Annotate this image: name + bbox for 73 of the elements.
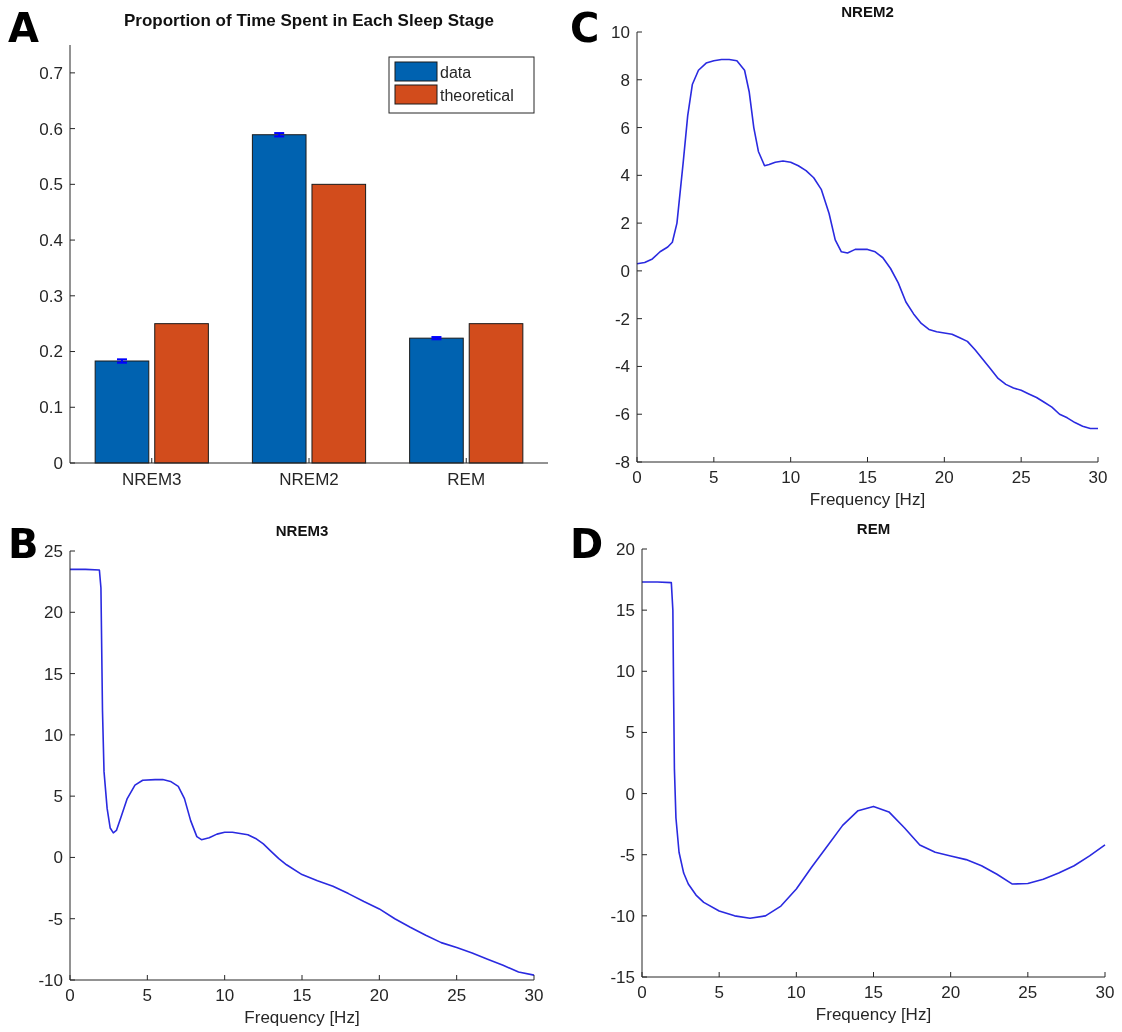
chart-title: NREM2 (841, 3, 894, 20)
line-series (641, 581, 1106, 920)
text: A (8, 5, 39, 51)
y-tick-label: 0.7 (39, 63, 63, 83)
y-tick-label: 0.6 (39, 119, 63, 139)
y-tick-label: 0.4 (39, 231, 63, 251)
chart-title: NREM3 (275, 522, 329, 539)
x-tick-label: 20 (369, 986, 389, 1005)
x-tick-label: 0 (637, 983, 647, 1002)
y-tick-label: -4 (614, 357, 630, 377)
x-tick-label: NREM2 (279, 470, 339, 489)
y-tick-label: 0.1 (39, 398, 63, 418)
x-tick-label: 30 (1095, 983, 1115, 1002)
x-tick-label: 20 (934, 468, 954, 487)
y-tick-label: 0.2 (39, 342, 63, 362)
y-tick-label: -5 (47, 909, 63, 929)
x-tick-label: 5 (714, 983, 724, 1002)
line-series (636, 58, 1099, 430)
text: B (8, 521, 39, 567)
y-tick-label: 20 (616, 539, 635, 559)
x-tick-label: 0 (65, 986, 75, 1005)
x-tick-label: 20 (941, 983, 961, 1002)
y-tick-label: 5 (625, 723, 635, 743)
chart-title: Proportion of Time Spent in Each Sleep Stage (124, 11, 494, 30)
y-tick-label: 10 (44, 725, 63, 745)
x-axis-title: Frequency [Hz] (244, 1008, 360, 1027)
y-tick-label: 0 (53, 453, 63, 473)
y-tick-label: 10 (611, 22, 630, 42)
x-tick-label: REM (447, 470, 486, 489)
y-tick-label: 25 (44, 541, 63, 561)
x-tick-label: 10 (781, 468, 801, 487)
chart-title: REM (856, 520, 891, 537)
y-tick-label: -2 (614, 309, 630, 329)
line-series (69, 568, 535, 976)
y-tick-label: 0 (620, 261, 630, 281)
y-tick-label: 15 (616, 601, 635, 621)
x-tick-label: 10 (786, 983, 806, 1002)
y-tick-label: 4 (620, 166, 630, 186)
y-tick-label: 0 (625, 784, 635, 804)
text: C (570, 5, 600, 51)
x-tick-label: 5 (142, 986, 153, 1005)
y-tick-label: 6 (620, 118, 630, 138)
x-tick-label: 30 (524, 986, 544, 1005)
y-tick-label: 0 (53, 848, 63, 868)
y-tick-label: 10 (616, 662, 635, 682)
legend-label: data (440, 63, 472, 81)
x-axis-title: Frequency [Hz] (809, 490, 926, 509)
y-tick-label: 0.3 (39, 286, 63, 306)
text: D (570, 521, 604, 567)
x-tick-label: NREM3 (122, 470, 182, 489)
x-axis-title: Frequency [Hz] (815, 1005, 932, 1024)
legend-label: theoretical (440, 86, 514, 104)
x-tick-label: 15 (864, 983, 883, 1002)
y-tick-label: 15 (44, 664, 63, 684)
x-tick-label: 15 (858, 468, 877, 487)
y-tick-label: -15 (610, 967, 635, 987)
x-tick-label: 30 (1088, 468, 1108, 487)
y-tick-label: -10 (610, 906, 635, 926)
y-tick-label: -5 (619, 845, 635, 865)
x-tick-label: 25 (447, 986, 467, 1005)
y-tick-label: -6 (614, 405, 630, 425)
x-tick-label: 5 (709, 468, 719, 487)
x-tick-label: 15 (292, 986, 312, 1005)
y-tick-label: 20 (44, 603, 63, 623)
x-tick-label: 25 (1018, 983, 1038, 1002)
y-tick-label: 8 (620, 70, 630, 90)
y-tick-label: 2 (620, 214, 630, 234)
x-tick-label: 25 (1011, 468, 1031, 487)
y-tick-label: 0.5 (39, 175, 63, 195)
y-tick-label: -10 (38, 970, 63, 990)
y-tick-label: -8 (614, 452, 630, 472)
x-tick-label: 10 (215, 986, 235, 1005)
y-tick-label: 5 (53, 787, 63, 807)
